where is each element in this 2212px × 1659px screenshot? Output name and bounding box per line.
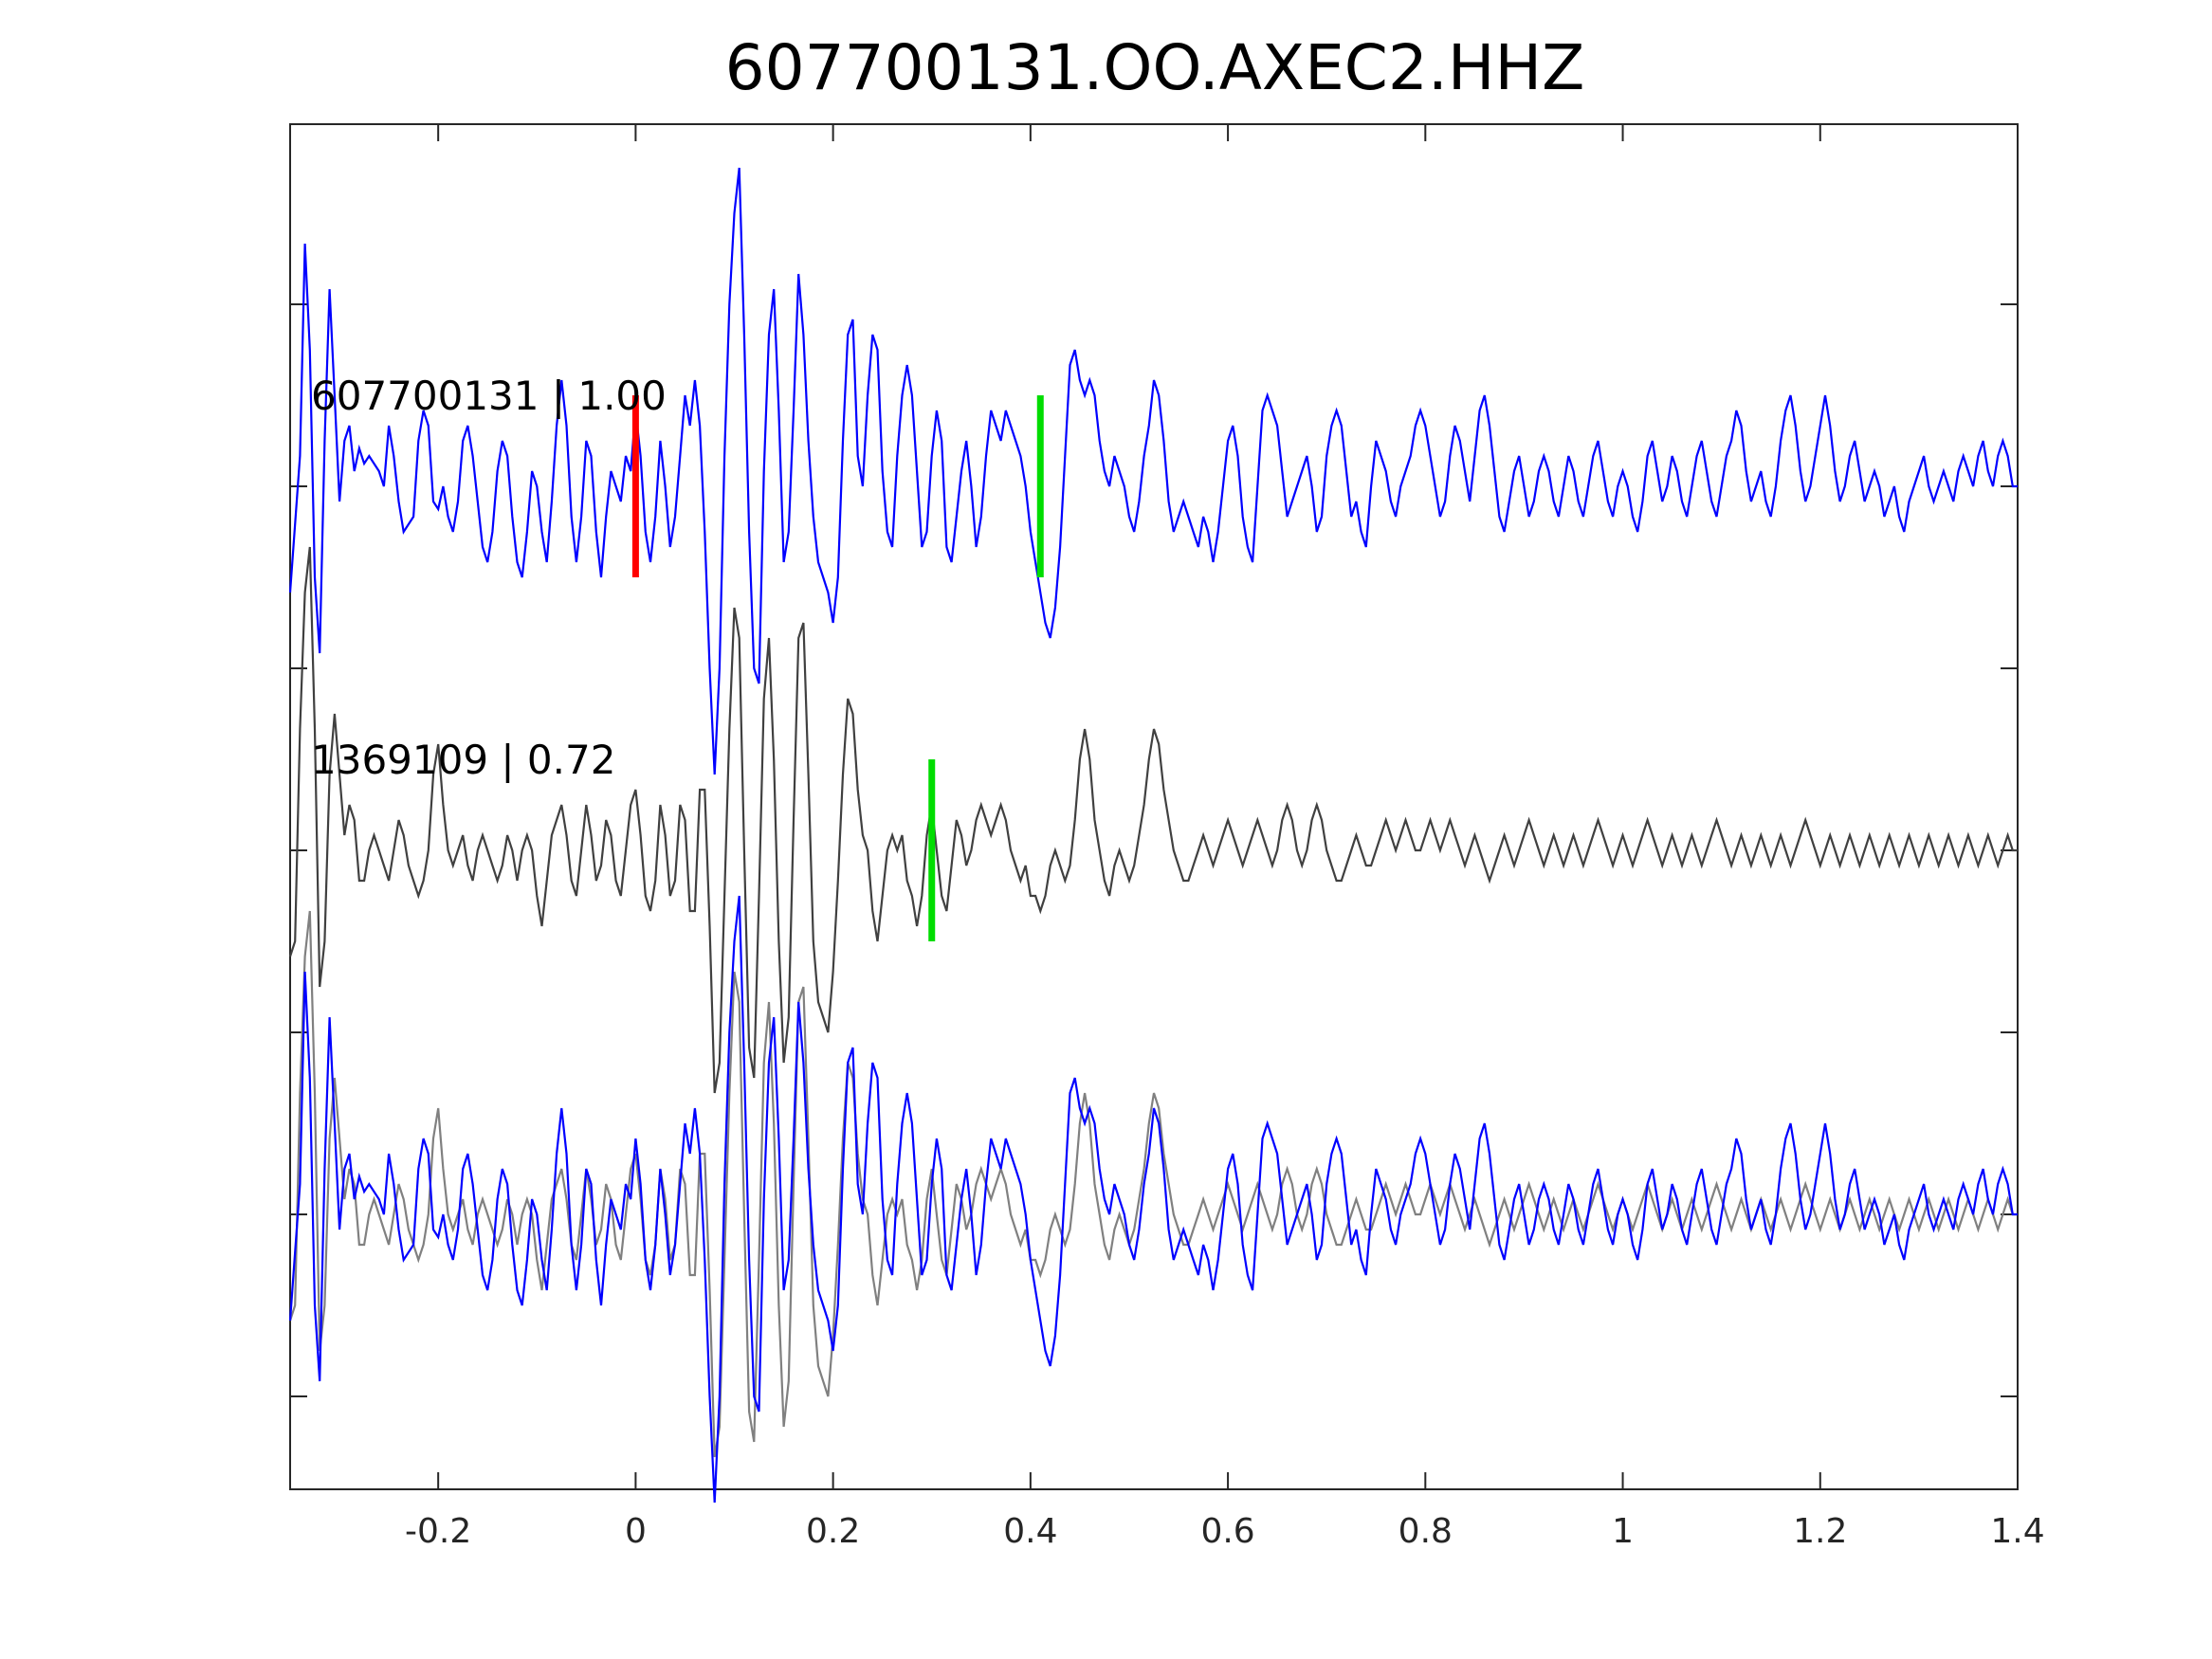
trace-overlay-secondary [288,910,2018,1458]
trace-label: 1369109 | 0.72 [311,737,615,783]
trace-labels: 607700131 | 1.00 1369109 | 0.72 [311,373,667,783]
x-axis-ticks: -0.2 0 0.2 0.4 0.6 0.8 1 1.2 1.4 [405,124,2045,1551]
x-tick-label: 0.8 [1398,1512,1453,1551]
x-tick-label: 0.2 [806,1512,860,1551]
x-tick-label: 1.4 [1990,1512,2044,1551]
pick-markers [631,395,1044,941]
plot-area-frame [289,123,2019,1490]
traces [288,167,2018,1504]
chart-title: 607700131.OO.AXEC2.HHZ [725,31,1585,104]
trace-overlay-primary [288,895,2018,1504]
x-tick-label: 0 [625,1512,647,1551]
x-tick-label: 1 [1612,1512,1634,1551]
x-tick-label: -0.2 [405,1512,471,1551]
x-tick-label: 0.6 [1200,1512,1254,1551]
trace-primary [288,167,2018,775]
trace-label: 607700131 | 1.00 [311,373,667,419]
x-tick-label: 1.2 [1793,1512,1847,1551]
x-tick-label: 0.4 [1003,1512,1057,1551]
trace-secondary [288,546,2018,1094]
